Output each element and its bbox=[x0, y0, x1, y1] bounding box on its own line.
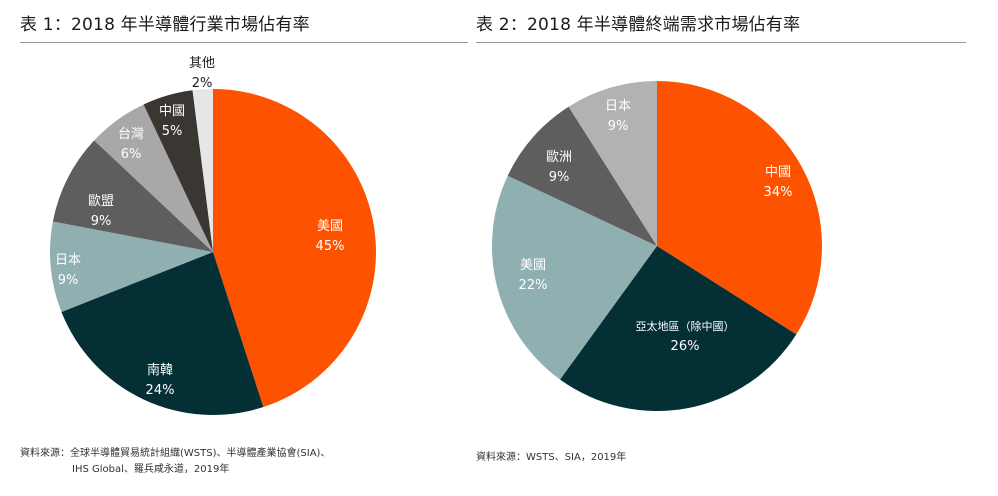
chart-1-slice-6-name: 其他 bbox=[189, 56, 215, 71]
chart-2-slice-2-name: 美國 bbox=[520, 258, 546, 273]
chart-1-slice-4-name: 台灣 bbox=[118, 127, 144, 142]
chart-1-slice-2 bbox=[50, 221, 213, 312]
chart-2-slice-1 bbox=[560, 246, 797, 411]
chart-1-slice-4 bbox=[94, 104, 213, 252]
chart-2-slice-4-label: 日本 9% bbox=[605, 99, 631, 134]
chart-1-slice-2-value: 9% bbox=[58, 273, 79, 288]
chart-1-slice-2-name: 日本 bbox=[55, 253, 81, 268]
chart-1-slice-5 bbox=[143, 90, 213, 252]
chart-1-source-line-1: 資料來源：全球半導體貿易統計組織(WSTS)、半導體產業協會(SIA)、 bbox=[20, 448, 331, 459]
chart-1-slice-0-value: 45% bbox=[316, 239, 345, 254]
chart-1-source: 資料來源：全球半導體貿易統計組織(WSTS)、半導體產業協會(SIA)、 IHS… bbox=[20, 446, 330, 478]
chart-2-slice-3-label: 歐洲 9% bbox=[546, 150, 572, 185]
chart-1-slice-1-label: 南韓 24% bbox=[146, 362, 175, 398]
chart-2-slice-0-value: 34% bbox=[764, 185, 793, 200]
chart-2-slice-3-value: 9% bbox=[549, 170, 570, 185]
chart-2-divider bbox=[476, 42, 966, 43]
chart-2-pie: 中國 34% 亞太地區（除中國） 26% 美國 22% 歐洲 9% 日本 9% bbox=[491, 81, 822, 411]
chart-1-slice-1 bbox=[61, 252, 264, 415]
chart-1-title: 表 1：2018 年半導體行業市場佔有率 bbox=[20, 15, 310, 35]
chart-1-slice-6-value: 2% bbox=[192, 76, 213, 91]
chart-1-slice-6 bbox=[192, 89, 213, 252]
chart-2-slice-2-label: 美國 22% bbox=[519, 258, 548, 293]
chart-2-slice-3 bbox=[507, 106, 657, 246]
chart-2-slice-2-value: 22% bbox=[519, 278, 548, 293]
chart-2-slice-1-value: 26% bbox=[671, 339, 700, 354]
chart-1-source-line-2: IHS Global、羅兵咸永道，2019年 bbox=[72, 464, 230, 475]
chart-2-slice-4-value: 9% bbox=[608, 119, 629, 134]
chart-panel-1: 表 1：2018 年半導體行業市場佔有率 美國 45% 南韓 24% 日本 9% 歐盟 9% 台… bbox=[0, 0, 480, 496]
chart-2-slice-4-name: 日本 bbox=[605, 99, 631, 114]
chart-1-slice-3-name: 歐盟 bbox=[88, 194, 114, 209]
chart-2-source: 資料來源：WSTS、SIA，2019年 bbox=[476, 450, 626, 466]
chart-1-slice-2-label: 日本 9% bbox=[55, 253, 81, 288]
chart-2-slice-3-name: 歐洲 bbox=[546, 150, 572, 165]
chart-2-slice-2 bbox=[491, 175, 657, 380]
chart-1-slice-6-label: 其他 2% bbox=[189, 56, 215, 91]
chart-1-slice-4-value: 6% bbox=[121, 147, 142, 162]
chart-1-slice-3-value: 9% bbox=[91, 214, 112, 229]
chart-2-slice-0-label: 中國 34% bbox=[764, 165, 793, 200]
chart-1-slice-5-name: 中國 bbox=[159, 104, 185, 119]
chart-1-divider bbox=[20, 42, 468, 43]
chart-1-slice-0-label: 美國 45% bbox=[316, 219, 345, 254]
chart-2-source-line-1: 資料來源：WSTS、SIA，2019年 bbox=[476, 452, 627, 463]
chart-1-slice-3 bbox=[52, 140, 213, 252]
chart-2-slice-0-name: 中國 bbox=[765, 165, 791, 180]
chart-panel-2: 表 2：2018 年半導體終端需求市場佔有率 中國 34% 亞太地區（除中國） 26%… bbox=[470, 0, 998, 496]
chart-1-pie: 美國 45% 南韓 24% 日本 9% 歐盟 9% 台灣 6% 中國 5% 其他 2% bbox=[50, 56, 376, 415]
chart-1-slice-5-label: 中國 5% bbox=[159, 104, 185, 139]
chart-1-slice-1-value: 24% bbox=[146, 383, 175, 398]
chart-1-slice-3-label: 歐盟 9% bbox=[88, 194, 114, 229]
chart-2-slice-1-name: 亞太地區（除中國） bbox=[636, 319, 735, 333]
chart-1-slice-0 bbox=[213, 89, 376, 408]
chart-1-slice-0-name: 美國 bbox=[317, 219, 343, 234]
chart-1-slice-1-name: 南韓 bbox=[147, 362, 173, 378]
chart-2-slice-1-label: 亞太地區（除中國） 26% bbox=[636, 319, 735, 354]
chart-1-slice-5-value: 5% bbox=[162, 124, 183, 139]
chart-2-title: 表 2：2018 年半導體終端需求市場佔有率 bbox=[476, 15, 801, 35]
chart-1-slice-4-label: 台灣 6% bbox=[118, 127, 144, 162]
chart-2-slice-0 bbox=[657, 81, 822, 335]
chart-2-slice-4 bbox=[568, 81, 657, 246]
